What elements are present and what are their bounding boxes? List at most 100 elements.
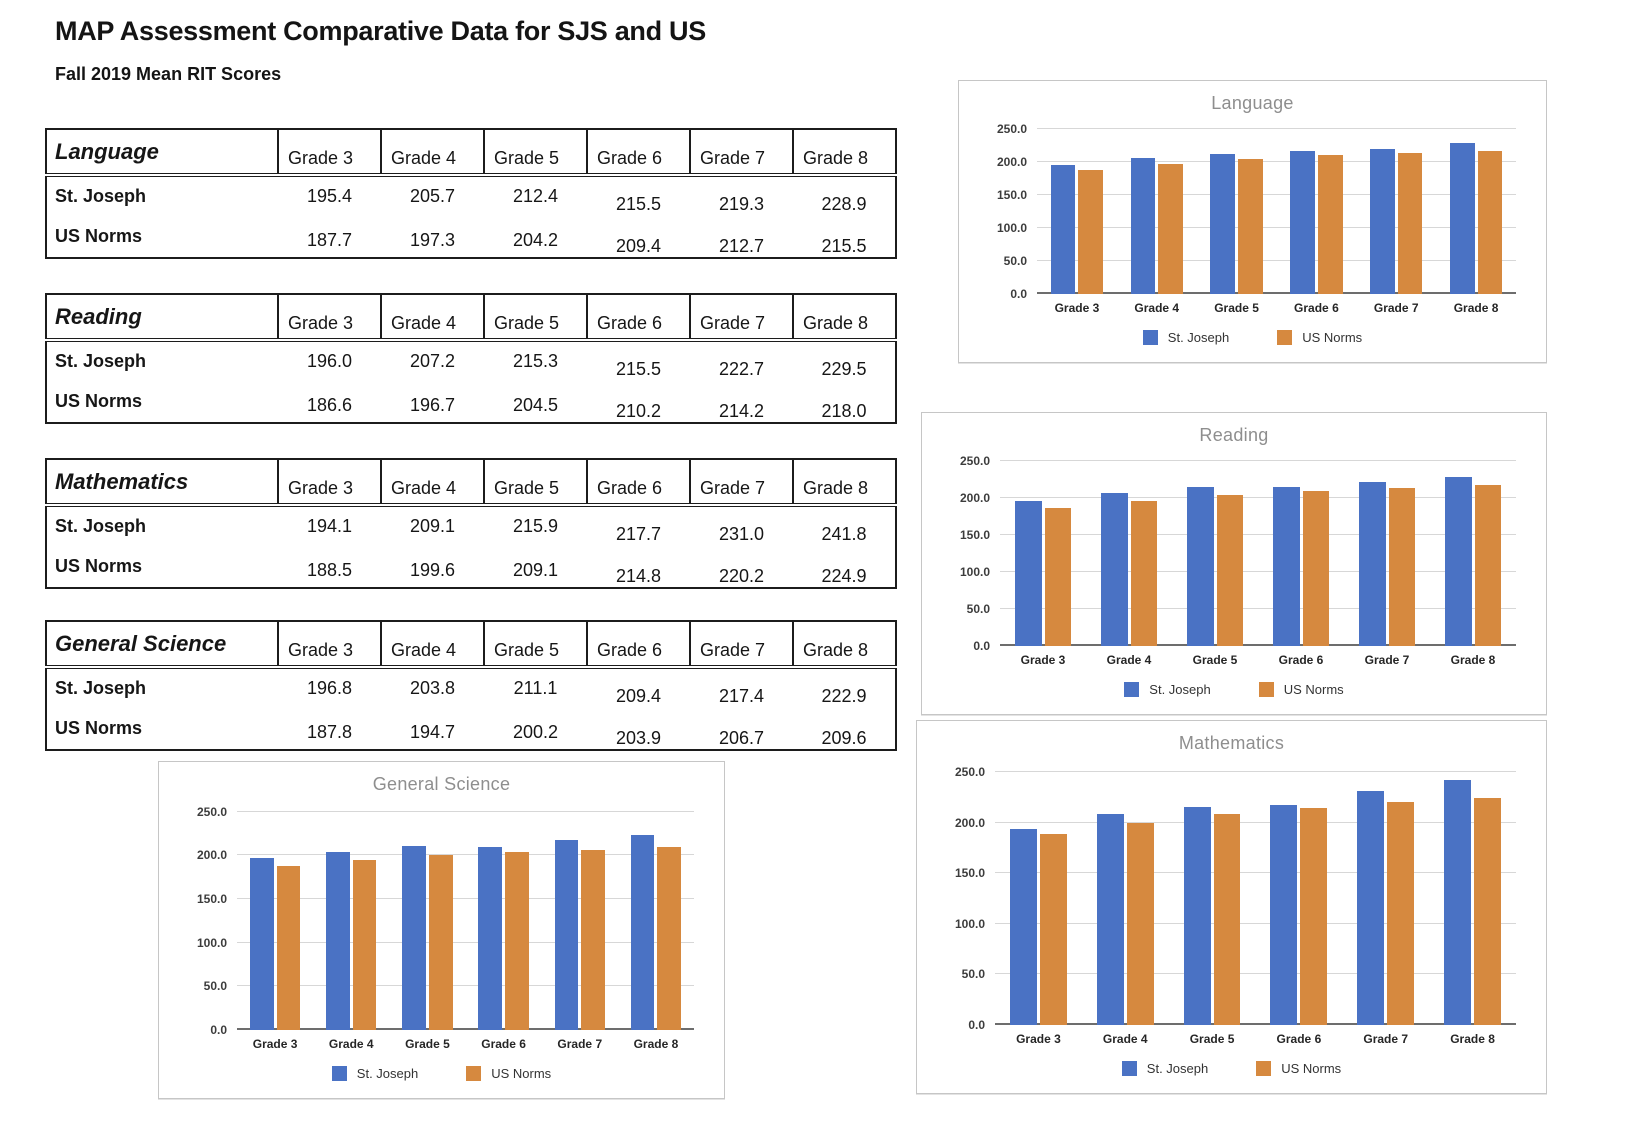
bar-group-grade-6 bbox=[1276, 122, 1356, 294]
legend-item-us-norms: US Norms bbox=[1258, 681, 1344, 697]
bar-group-grade-8 bbox=[1436, 122, 1516, 294]
table-row: US Norms 187.8 194.7 200.2 203.9 206.7 209.6 bbox=[46, 707, 896, 750]
x-tick-label: Grade 3 bbox=[1016, 1032, 1061, 1046]
chart-language: Language 0.0 50.0 100.0 150.0 200.0 250.0 Grade… bbox=[958, 80, 1547, 363]
y-tick-label: 150.0 bbox=[196, 892, 227, 907]
bar-group-grade-6 bbox=[1258, 454, 1344, 646]
row-label: US Norms bbox=[55, 556, 143, 576]
y-tick-label: 100.0 bbox=[954, 916, 985, 931]
bar-st-joseph-grade-4 bbox=[326, 852, 350, 1030]
bar-us-norms-grade-6 bbox=[1317, 155, 1343, 294]
gridline bbox=[1000, 608, 1516, 610]
bar-group-grade-5 bbox=[1169, 762, 1256, 1025]
bar-us-norms-grade-7 bbox=[581, 849, 605, 1030]
x-tick-label: Grade 3 bbox=[1054, 301, 1100, 315]
bar-group-grade-4 bbox=[1086, 454, 1172, 646]
table-cell: 214.8 bbox=[615, 566, 662, 586]
gridline bbox=[1000, 534, 1516, 536]
table-cell: 211.1 bbox=[513, 678, 558, 698]
y-tick-label: 50.0 bbox=[1003, 253, 1027, 268]
column-header: Grade 3 bbox=[277, 459, 381, 507]
column-header: Grade 6 bbox=[586, 459, 690, 507]
x-tick-label: Grade 3 bbox=[1020, 653, 1066, 667]
table-subject-title: General Science bbox=[46, 621, 278, 669]
row-label: US Norms bbox=[55, 391, 143, 411]
chart-title: Language bbox=[1211, 93, 1294, 113]
bar-st-joseph-grade-8 bbox=[1444, 476, 1472, 646]
bar-group-grade-5 bbox=[1172, 454, 1258, 646]
gridline bbox=[995, 922, 1516, 924]
bar-st-joseph-grade-7 bbox=[554, 840, 579, 1030]
y-tick-label: 100.0 bbox=[196, 935, 227, 950]
y-tick-label: 200.0 bbox=[196, 848, 227, 863]
bar-st-joseph-grade-3 bbox=[249, 858, 274, 1030]
y-tick-label: 150.0 bbox=[996, 187, 1027, 202]
bar-st-joseph-grade-6 bbox=[1272, 486, 1300, 646]
table-language: Language Grade 3 Grade 4 Grade 5 Grade 6 Grad… bbox=[45, 128, 897, 259]
gridline bbox=[1000, 571, 1516, 573]
bar-group-grade-4 bbox=[1117, 122, 1197, 294]
bar-st-joseph-grade-8 bbox=[630, 835, 655, 1030]
bar-st-joseph-grade-4 bbox=[1100, 493, 1128, 646]
table-cell: 217.4 bbox=[718, 686, 765, 706]
table-header-row: Language Grade 3 Grade 4 Grade 5 Grade 6 Grad… bbox=[46, 129, 896, 177]
bar-st-joseph-grade-5 bbox=[1210, 153, 1236, 294]
column-header: Grade 4 bbox=[380, 459, 484, 507]
table-cell: 209.4 bbox=[615, 686, 662, 706]
x-tick-label: Grade 6 bbox=[481, 1037, 526, 1051]
table-cell: 222.9 bbox=[821, 686, 867, 706]
legend-swatch-icon bbox=[1142, 329, 1158, 345]
gridline bbox=[1037, 193, 1516, 195]
x-axis-line bbox=[1000, 644, 1516, 646]
table-row: US Norms 187.7 197.3 204.2 209.4 212.7 215.5 bbox=[46, 215, 896, 258]
x-tick-label: Grade 3 bbox=[252, 1037, 298, 1051]
bar-st-joseph-grade-6 bbox=[478, 847, 503, 1030]
legend-item-st-joseph: St. Joseph bbox=[331, 1065, 418, 1081]
table-cell: 203.9 bbox=[615, 728, 662, 748]
bar-st-joseph-grade-5 bbox=[1186, 487, 1214, 646]
bar-us-norms-grade-6 bbox=[1302, 490, 1330, 646]
column-header: Grade 8 bbox=[792, 459, 896, 507]
y-tick-label: 0.0 bbox=[210, 1023, 227, 1037]
legend-swatch-icon bbox=[1124, 681, 1140, 697]
gridline bbox=[995, 821, 1516, 823]
x-tick-label: Grade 7 bbox=[1364, 653, 1410, 667]
gridline bbox=[995, 872, 1516, 874]
chart-general-science: General Science 0.0 50.0 100.0 150.0 200.0 250… bbox=[158, 761, 725, 1099]
column-header: Grade 3 bbox=[277, 294, 381, 342]
x-tick-label: Grade 8 bbox=[1453, 301, 1499, 315]
bar-us-norms-grade-5 bbox=[1238, 158, 1263, 294]
x-axis-line bbox=[1037, 292, 1516, 294]
bar-groups bbox=[1000, 454, 1516, 646]
bar-us-norms-grade-6 bbox=[505, 852, 529, 1030]
y-tick-label: 0.0 bbox=[1010, 287, 1027, 301]
table-reading: Reading Grade 3 Grade 4 Grade 5 Grade 6 Grade… bbox=[45, 293, 897, 424]
y-tick-label: 150.0 bbox=[959, 528, 990, 543]
plot-area: 0.0 50.0 100.0 150.0 200.0 250.0 bbox=[955, 762, 1516, 1032]
gridline bbox=[995, 973, 1516, 975]
table-cell: 212.4 bbox=[512, 186, 559, 206]
table-cell: 194.1 bbox=[306, 516, 353, 536]
row-label: St. Joseph bbox=[55, 351, 147, 371]
legend-item-us-norms: US Norms bbox=[1256, 1060, 1341, 1076]
x-tick-label: Grade 5 bbox=[405, 1037, 450, 1051]
table-cell: 199.6 bbox=[409, 560, 456, 580]
bar-st-joseph-grade-7 bbox=[1369, 148, 1395, 294]
bar-us-norms-grade-4 bbox=[1126, 823, 1154, 1025]
legend-item-st-joseph: St. Joseph bbox=[1124, 681, 1211, 697]
x-axis-labels: Grade 3 Grade 4 Grade 5 Grade 6 Grade 7 Grade… bbox=[995, 1027, 1516, 1051]
bar-st-joseph-grade-6 bbox=[1290, 151, 1315, 294]
row-label: St. Joseph bbox=[55, 678, 147, 698]
table-cell: 222.7 bbox=[718, 359, 765, 379]
table-row: St. Joseph 196.0 207.2 215.3 215.5 222.7 229.5 bbox=[46, 340, 896, 380]
y-tick-label: 250.0 bbox=[954, 765, 985, 780]
row-label: US Norms bbox=[55, 718, 143, 738]
table-cell: 220.2 bbox=[718, 566, 765, 586]
column-header: Grade 7 bbox=[689, 294, 793, 342]
gridline bbox=[995, 771, 1516, 773]
table-cell: 215.9 bbox=[512, 516, 559, 536]
bar-us-norms-grade-8 bbox=[657, 847, 682, 1030]
legend-swatch-icon bbox=[1121, 1060, 1137, 1076]
bar-us-norms-grade-8 bbox=[1474, 797, 1501, 1025]
